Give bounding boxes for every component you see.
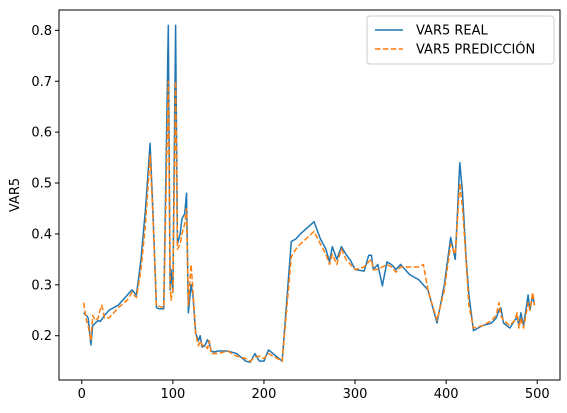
plot-frame: [58, 9, 561, 381]
x-tick-label: 200: [252, 387, 277, 402]
legend-label-prediccion: VAR5 PREDICCIÓN: [416, 42, 535, 58]
series-line-prediccion: [82, 80, 536, 362]
y-tick-label: 0.5: [31, 177, 52, 192]
y-tick-label: 0.2: [31, 329, 52, 344]
legend-label-real: VAR5 REAL: [416, 24, 489, 39]
plot-lines: [82, 24, 536, 363]
legend-box: [366, 15, 555, 65]
x-tick-label: 100: [160, 387, 185, 402]
y-axis: 0.2 0.3 0.4 0.5 0.6 0.7 0.8: [31, 24, 59, 344]
x-tick-label: 500: [525, 387, 550, 402]
y-tick-label: 0.7: [31, 75, 52, 90]
x-tick-label: 0: [78, 387, 86, 402]
x-tick-label: 300: [343, 387, 368, 402]
y-axis-label: VAR5: [8, 178, 23, 212]
x-axis: 0 100 200 300 400 500: [78, 380, 550, 402]
y-tick-label: 0.8: [31, 24, 52, 39]
y-tick-label: 0.4: [31, 227, 52, 242]
y-tick-label: 0.3: [31, 278, 52, 293]
y-tick-label: 0.6: [31, 126, 52, 141]
x-tick-label: 400: [434, 387, 459, 402]
legend: VAR5 REAL VAR5 PREDICCIÓN: [366, 15, 555, 65]
